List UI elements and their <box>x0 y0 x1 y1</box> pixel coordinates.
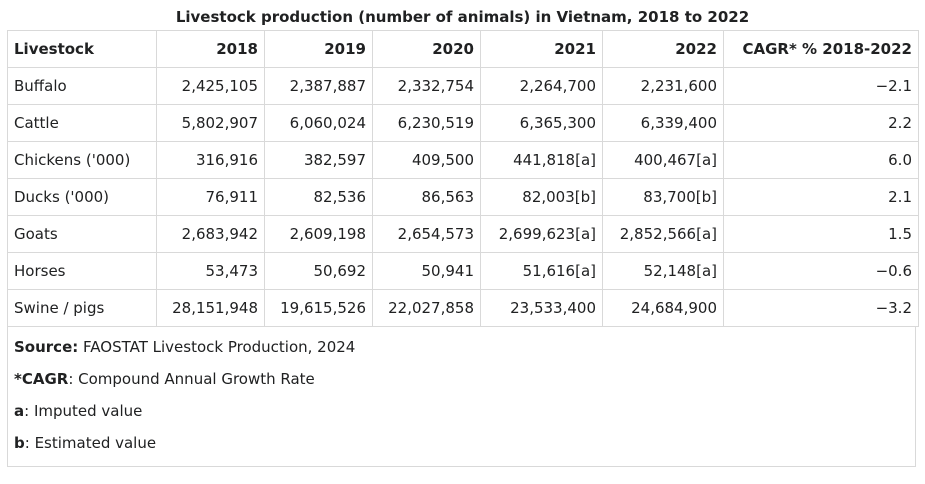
cell-cagr: −2.1 <box>723 67 919 105</box>
header-2022: 2022 <box>602 30 724 68</box>
cagr-text: : Compound Annual Growth Rate <box>68 370 315 388</box>
header-2021: 2021 <box>480 30 603 68</box>
livestock-table: Livestock 2018 2019 2020 2021 2022 CAGR*… <box>7 30 919 327</box>
cell-2022: 400,467[a] <box>602 141 724 179</box>
row-label: Goats <box>7 215 157 253</box>
cell-2020: 6,230,519 <box>372 104 481 142</box>
cell-2018: 76,911 <box>156 178 265 216</box>
table-row: Buffalo 2,425,105 2,387,887 2,332,754 2,… <box>7 67 919 105</box>
estimated-label: b <box>14 434 25 452</box>
source-note: Source: FAOSTAT Livestock Production, 20… <box>8 331 915 363</box>
cell-2019: 2,609,198 <box>264 215 373 253</box>
cell-2020: 2,654,573 <box>372 215 481 253</box>
cell-cagr: 1.5 <box>723 215 919 253</box>
cell-cagr: 2.1 <box>723 178 919 216</box>
cell-2020: 86,563 <box>372 178 481 216</box>
cell-2021: 23,533,400 <box>480 289 603 327</box>
cell-2019: 6,060,024 <box>264 104 373 142</box>
estimated-text: : Estimated value <box>24 434 157 452</box>
imputed-label: a <box>14 402 25 420</box>
source-text: FAOSTAT Livestock Production, 2024 <box>78 338 356 356</box>
cell-2022: 52,148[a] <box>602 252 724 290</box>
cagr-label: *CAGR <box>14 370 69 388</box>
header-2018: 2018 <box>156 30 265 68</box>
cell-2019: 2,387,887 <box>264 67 373 105</box>
cell-2018: 2,683,942 <box>156 215 265 253</box>
cell-2020: 22,027,858 <box>372 289 481 327</box>
cell-2021: 6,365,300 <box>480 104 603 142</box>
cell-2021: 2,264,700 <box>480 67 603 105</box>
table-row: Swine / pigs 28,151,948 19,615,526 22,02… <box>7 289 919 327</box>
row-label: Ducks ('000) <box>7 178 157 216</box>
header-2020: 2020 <box>372 30 481 68</box>
table-row: Ducks ('000) 76,911 82,536 86,563 82,003… <box>7 178 919 216</box>
source-label: Source: <box>14 338 79 356</box>
cell-2022: 2,852,566[a] <box>602 215 724 253</box>
estimated-note: b: Estimated value <box>8 427 915 459</box>
cell-2021: 82,003[b] <box>480 178 603 216</box>
cell-2022: 2,231,600 <box>602 67 724 105</box>
cell-cagr: −0.6 <box>723 252 919 290</box>
cell-2018: 5,802,907 <box>156 104 265 142</box>
header-row: Livestock 2018 2019 2020 2021 2022 CAGR*… <box>7 30 919 68</box>
cell-2018: 53,473 <box>156 252 265 290</box>
cell-cagr: 6.0 <box>723 141 919 179</box>
header-livestock: Livestock <box>7 30 157 68</box>
row-label: Horses <box>7 252 157 290</box>
row-label: Cattle <box>7 104 157 142</box>
cell-cagr: 2.2 <box>723 104 919 142</box>
table-row: Chickens ('000) 316,916 382,597 409,500 … <box>7 141 919 179</box>
table-row: Goats 2,683,942 2,609,198 2,654,573 2,69… <box>7 215 919 253</box>
cell-2019: 50,692 <box>264 252 373 290</box>
cell-2018: 2,425,105 <box>156 67 265 105</box>
cell-2021: 51,616[a] <box>480 252 603 290</box>
cell-2018: 316,916 <box>156 141 265 179</box>
cell-2022: 6,339,400 <box>602 104 724 142</box>
cagr-note: *CAGR: Compound Annual Growth Rate <box>8 363 915 395</box>
cell-2020: 2,332,754 <box>372 67 481 105</box>
table-row: Horses 53,473 50,692 50,941 51,616[a] 52… <box>7 252 919 290</box>
cell-2022: 83,700[b] <box>602 178 724 216</box>
imputed-note: a: Imputed value <box>8 395 915 427</box>
cell-2019: 382,597 <box>264 141 373 179</box>
cell-2021: 2,699,623[a] <box>480 215 603 253</box>
imputed-text: : Imputed value <box>24 402 143 420</box>
cell-2022: 24,684,900 <box>602 289 724 327</box>
cell-2019: 82,536 <box>264 178 373 216</box>
row-label: Swine / pigs <box>7 289 157 327</box>
header-2019: 2019 <box>264 30 373 68</box>
cell-2020: 409,500 <box>372 141 481 179</box>
table-row: Cattle 5,802,907 6,060,024 6,230,519 6,3… <box>7 104 919 142</box>
header-cagr: CAGR* % 2018-2022 <box>723 30 919 68</box>
cell-2018: 28,151,948 <box>156 289 265 327</box>
cell-cagr: −3.2 <box>723 289 919 327</box>
cell-2020: 50,941 <box>372 252 481 290</box>
row-label: Chickens ('000) <box>7 141 157 179</box>
table-container: Livestock production (number of animals)… <box>7 4 919 467</box>
table-notes: Source: FAOSTAT Livestock Production, 20… <box>7 327 916 467</box>
cell-2021: 441,818[a] <box>480 141 603 179</box>
row-label: Buffalo <box>7 67 157 105</box>
cell-2019: 19,615,526 <box>264 289 373 327</box>
table-caption: Livestock production (number of animals)… <box>175 8 750 26</box>
